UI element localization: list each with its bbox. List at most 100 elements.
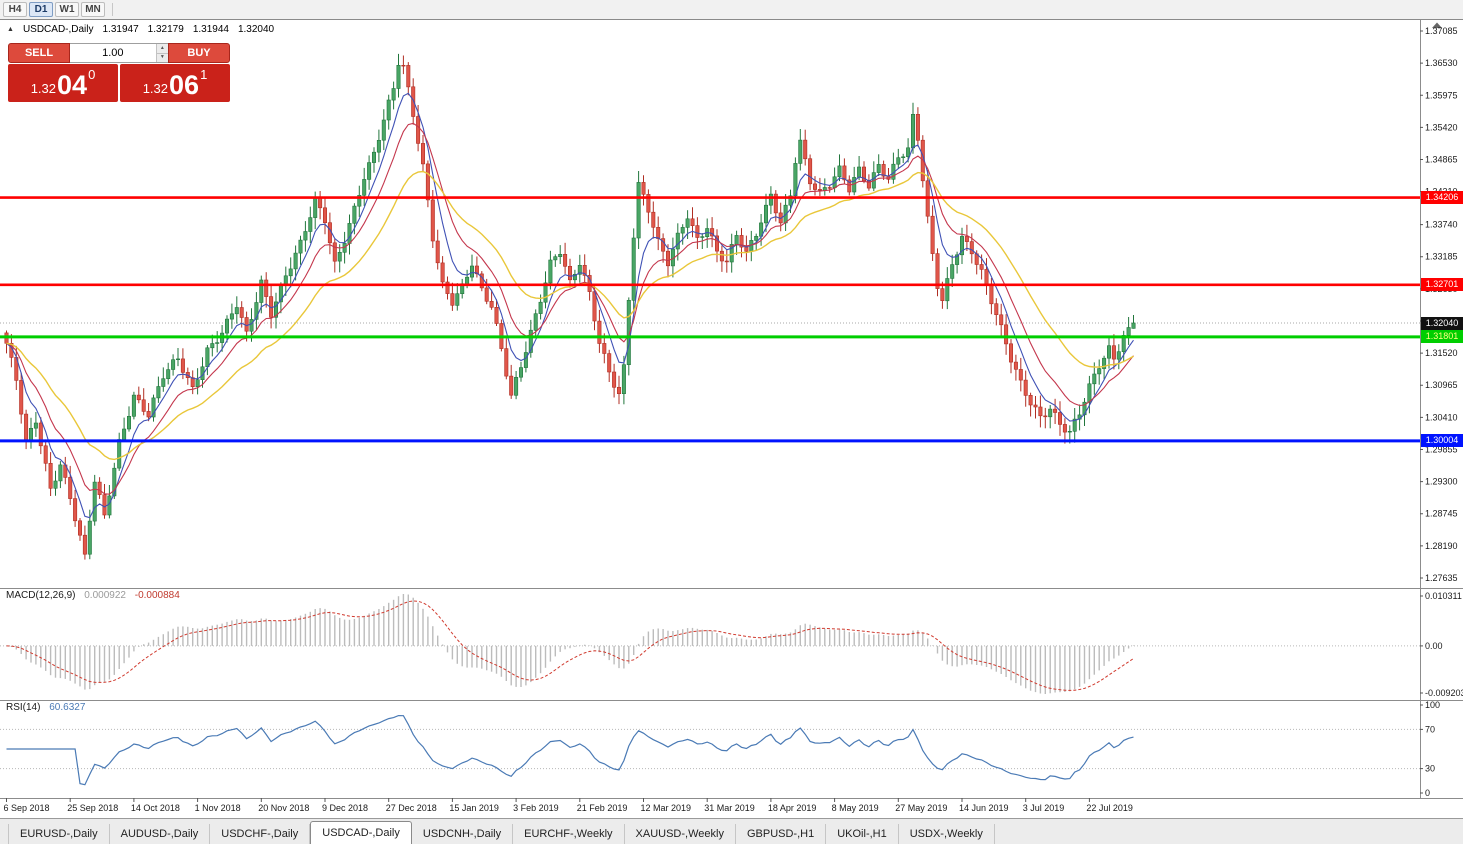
chart-tab-eurchf-weekly[interactable]: EURCHF-,Weekly	[513, 824, 625, 844]
sell-price-pips: 04	[57, 70, 88, 100]
price-badge-resistance-1: 1.34206	[1421, 191, 1463, 205]
moving-average-6	[6, 92, 1134, 519]
date-axis-label: 31 Mar 2019	[704, 803, 755, 813]
sell-price-main: 1.32	[30, 81, 57, 96]
chart-tab-usdchf-daily[interactable]: USDCHF-,Daily	[210, 824, 311, 844]
price-axis-label: 1.28190	[1425, 541, 1458, 551]
timeframe-button-h4[interactable]: H4	[3, 2, 27, 17]
moving-average-26	[6, 170, 1134, 461]
rsi-axis-label: 100	[1425, 700, 1440, 710]
price-axis-label: 1.30965	[1425, 380, 1458, 390]
timeframe-toolbar: H4 D1 W1 MN	[0, 0, 1463, 20]
date-axis-label: 25 Sep 2018	[67, 803, 118, 813]
date-axis-label: 12 Mar 2019	[641, 803, 692, 813]
chart-tab-ukoil-h1[interactable]: UKOil-,H1	[826, 824, 899, 844]
chart-area: 1.370851.365301.359751.354201.348651.343…	[0, 20, 1463, 818]
price-axis-label: 1.29855	[1425, 445, 1458, 455]
one-click-trading-panel: SELL ▲ ▼ BUY 1.32 04 0 1.32 06 1	[8, 43, 230, 102]
timeframe-button-d1[interactable]: D1	[29, 2, 53, 17]
chart-tab-usdcad-daily[interactable]: USDCAD-,Daily	[310, 821, 412, 844]
rsi-name: RSI(14)	[6, 702, 41, 713]
price-axis-label: 1.34865	[1425, 155, 1458, 165]
chart-symbol-label: USDCAD-,Daily	[22, 24, 94, 35]
sell-button[interactable]: SELL	[8, 43, 70, 63]
buy-price-point: 1	[200, 67, 208, 82]
price-axis-label: 1.30410	[1425, 412, 1458, 422]
macd-signal-value: -0.000884	[134, 590, 180, 601]
macd-histogram	[10, 594, 1135, 694]
volume-spinner: ▲ ▼	[155, 44, 168, 62]
sell-price-point: 0	[88, 67, 96, 82]
date-axis-label: 27 May 2019	[895, 803, 947, 813]
collapse-trade-panel-icon[interactable]: ▲	[7, 26, 14, 33]
chart-tab-usdx-weekly[interactable]: USDX-,Weekly	[899, 824, 995, 844]
price-axis-label: 1.35420	[1425, 122, 1458, 132]
sell-price-panel[interactable]: 1.32 04 0	[8, 64, 118, 102]
macd-main-value: 0.000922	[84, 590, 126, 601]
moving-average-12	[6, 122, 1134, 495]
chart-title: ▲ USDCAD-,Daily 1.31947 1.32179 1.31944 …	[7, 24, 274, 35]
buy-price-main: 1.32	[142, 81, 169, 96]
volume-up-icon[interactable]: ▲	[156, 44, 168, 54]
buy-button[interactable]: BUY	[168, 43, 230, 63]
candles-layer	[4, 53, 1136, 560]
chart-tab-bar: EURUSD-,Daily AUDUSD-,Daily USDCHF-,Daily U…	[0, 818, 1463, 844]
rsi-axis-label: 0	[1425, 788, 1430, 798]
date-axis-label: 22 Jul 2019	[1086, 803, 1133, 813]
chart-canvas: 1.370851.365301.359751.354201.348651.343…	[0, 20, 1463, 813]
date-axis-label: 20 Nov 2018	[258, 803, 309, 813]
timeframe-button-w1[interactable]: W1	[55, 2, 79, 17]
price-axis-label: 1.35975	[1425, 90, 1458, 100]
volume-down-icon[interactable]: ▼	[156, 53, 168, 62]
timeframe-button-mn[interactable]: MN	[81, 2, 105, 17]
date-axis-label: 14 Oct 2018	[131, 803, 180, 813]
ohlc-open: 1.31947	[102, 24, 139, 35]
ohlc-high: 1.32179	[147, 24, 184, 35]
price-axis-label: 1.27635	[1425, 573, 1458, 583]
volume-input[interactable]	[70, 44, 156, 62]
rsi-axis-label: 70	[1425, 724, 1435, 734]
date-axis-label: 3 Jul 2019	[1023, 803, 1065, 813]
macd-axis-label: 0.00	[1425, 641, 1443, 651]
price-badge-support-blue: 1.30004	[1421, 434, 1463, 448]
date-axis-label: 18 Apr 2019	[768, 803, 817, 813]
current-price-badge: 1.32040	[1421, 316, 1463, 330]
date-axis-label: 1 Nov 2018	[195, 803, 241, 813]
macd-signal-line	[6, 600, 1134, 691]
price-badge-resistance-2: 1.32701	[1421, 278, 1463, 292]
chart-tab-xauusd-weekly[interactable]: XAUUSD-,Weekly	[625, 824, 736, 844]
date-axis-label: 27 Dec 2018	[386, 803, 437, 813]
macd-name: MACD(12,26,9)	[6, 590, 76, 601]
rsi-line	[6, 714, 1134, 786]
toolbar-separator	[112, 3, 113, 16]
price-axis-label: 1.33185	[1425, 252, 1458, 262]
scroll-to-end-icon[interactable]	[1432, 22, 1442, 29]
price-axis-label: 1.37085	[1425, 26, 1458, 36]
chart-tab-eurusd-daily[interactable]: EURUSD-,Daily	[8, 824, 110, 844]
price-axis-label: 1.31520	[1425, 348, 1458, 358]
rsi-axis-label: 30	[1425, 764, 1435, 774]
date-axis-label: 6 Sep 2018	[4, 803, 50, 813]
chart-tab-audusd-daily[interactable]: AUDUSD-,Daily	[110, 824, 211, 844]
macd-axis-label: -0.0092033	[1425, 688, 1463, 698]
buy-price-panel[interactable]: 1.32 06 1	[120, 64, 230, 102]
macd-indicator-label: MACD(12,26,9) 0.000922 -0.000884	[6, 590, 180, 601]
price-axis-label: 1.36530	[1425, 58, 1458, 68]
date-axis-label: 21 Feb 2019	[577, 803, 628, 813]
volume-box: ▲ ▼	[70, 43, 168, 63]
rsi-indicator-label: RSI(14) 60.6327	[6, 702, 85, 713]
date-axis-label: 14 Jun 2019	[959, 803, 1009, 813]
date-axis-label: 8 May 2019	[832, 803, 879, 813]
price-axis-label: 1.29300	[1425, 477, 1458, 487]
date-axis-label: 3 Feb 2019	[513, 803, 559, 813]
date-axis-label: 9 Dec 2018	[322, 803, 368, 813]
ohlc-low: 1.31944	[192, 24, 229, 35]
price-axis-label: 1.33740	[1425, 220, 1458, 230]
chart-tab-gbpusd-h1[interactable]: GBPUSD-,H1	[736, 824, 827, 844]
price-badge-support-green: 1.31801	[1421, 330, 1463, 344]
macd-axis-label: 0.010311	[1425, 591, 1462, 601]
chart-tab-usdcnh-daily[interactable]: USDCNH-,Daily	[412, 824, 514, 844]
date-axis-label: 15 Jan 2019	[449, 803, 499, 813]
ohlc-close: 1.32040	[237, 24, 275, 35]
rsi-value: 60.6327	[49, 702, 86, 713]
